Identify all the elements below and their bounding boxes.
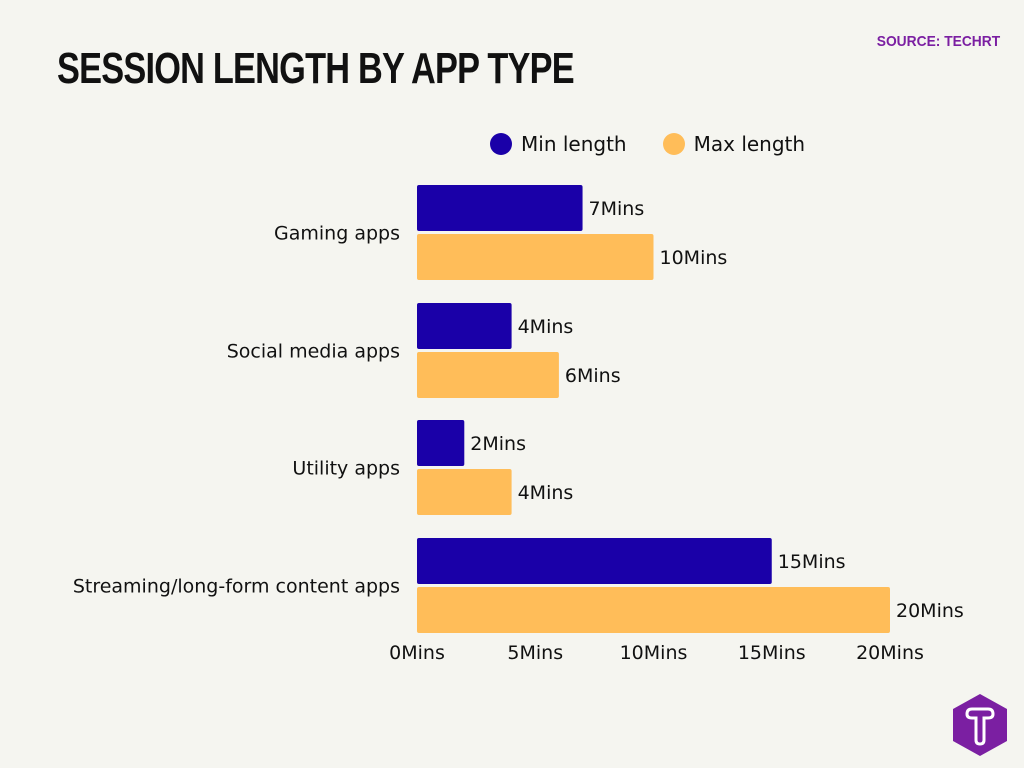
bar-min [417,538,772,584]
legend-swatch-min [490,133,512,155]
data-label: 2Mins [470,433,526,455]
bar-max [417,469,512,515]
chart-title: SESSION LENGTH BY APP TYPE [57,44,575,93]
data-label: 10Mins [660,247,728,269]
x-tick-label: 20Mins [856,642,924,664]
legend: Min length Max length [490,132,841,156]
bar-max [417,352,559,398]
legend-item-min: Min length [490,132,627,156]
bar-max [417,234,654,280]
category-label: Utility apps [292,458,400,480]
data-label: 15Mins [778,551,846,573]
data-label: 7Mins [589,198,645,220]
legend-item-max: Max length [662,132,806,156]
data-label: 4Mins [518,482,574,504]
x-tick-label: 10Mins [620,642,688,664]
data-label: 6Mins [565,365,621,387]
bar-min [417,185,583,231]
x-tick-label: 5Mins [507,642,563,664]
x-tick-label: 15Mins [738,642,806,664]
x-tick-label: 0Mins [389,642,445,664]
legend-label-max: Max length [693,132,806,156]
category-label: Social media apps [227,341,400,363]
bar-min [417,303,512,349]
bar-min [417,420,465,466]
category-label: Streaming/long-form content apps [73,576,400,598]
bar-max [417,587,890,633]
techrt-logo [953,694,1007,756]
data-label: 20Mins [896,600,964,622]
category-label: Gaming apps [274,223,400,245]
data-label: 4Mins [518,316,574,338]
legend-label-min: Min length [521,132,627,156]
legend-swatch-max [662,133,685,155]
source-label: SOURCE: TECHRT [876,33,1000,50]
